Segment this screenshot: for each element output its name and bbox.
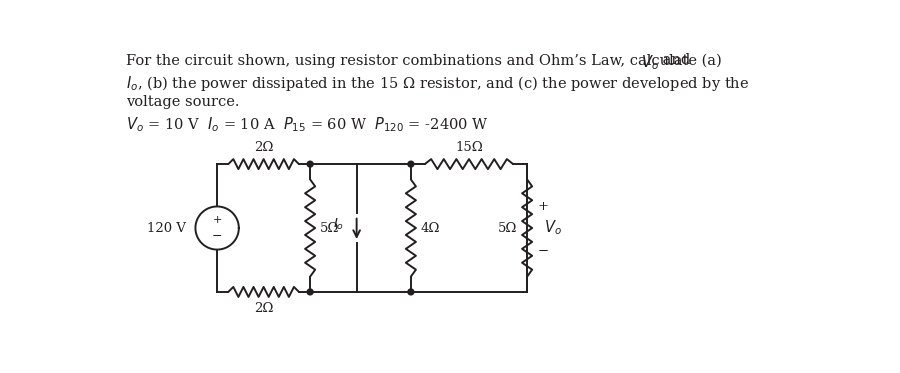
Text: 4Ω: 4Ω: [421, 222, 440, 235]
Text: 2Ω: 2Ω: [254, 302, 274, 315]
Text: −: −: [212, 230, 222, 243]
Text: +: +: [212, 215, 221, 225]
Circle shape: [307, 289, 313, 295]
Text: $I_o$: $I_o$: [333, 217, 344, 232]
Text: $V_o$: $V_o$: [544, 219, 562, 237]
Text: +: +: [537, 200, 548, 213]
Text: voltage source.: voltage source.: [126, 95, 240, 109]
Text: $V_o$ = 10 V  $I_o$ = 10 A  $P_{15}$ = 60 W  $P_{120}$ = -2400 W: $V_o$ = 10 V $I_o$ = 10 A $P_{15}$ = 60 …: [126, 116, 489, 134]
Text: $V_o$: $V_o$: [641, 53, 659, 72]
Text: 5Ω: 5Ω: [498, 222, 517, 235]
Text: $I_o$, (b) the power dissipated in the 15 Ω resistor, and (c) the power develope: $I_o$, (b) the power dissipated in the 1…: [126, 74, 750, 93]
Text: 2Ω: 2Ω: [254, 141, 274, 154]
Text: 15Ω: 15Ω: [455, 141, 483, 154]
Circle shape: [408, 289, 414, 295]
Text: and: and: [658, 53, 690, 67]
Text: 120 V: 120 V: [147, 222, 186, 235]
Text: For the circuit shown, using resistor combinations and Ohm’s Law, calculate (a): For the circuit shown, using resistor co…: [126, 53, 727, 68]
Text: 5Ω: 5Ω: [320, 222, 339, 235]
Circle shape: [307, 161, 313, 167]
Text: −: −: [537, 245, 548, 258]
Circle shape: [408, 161, 414, 167]
